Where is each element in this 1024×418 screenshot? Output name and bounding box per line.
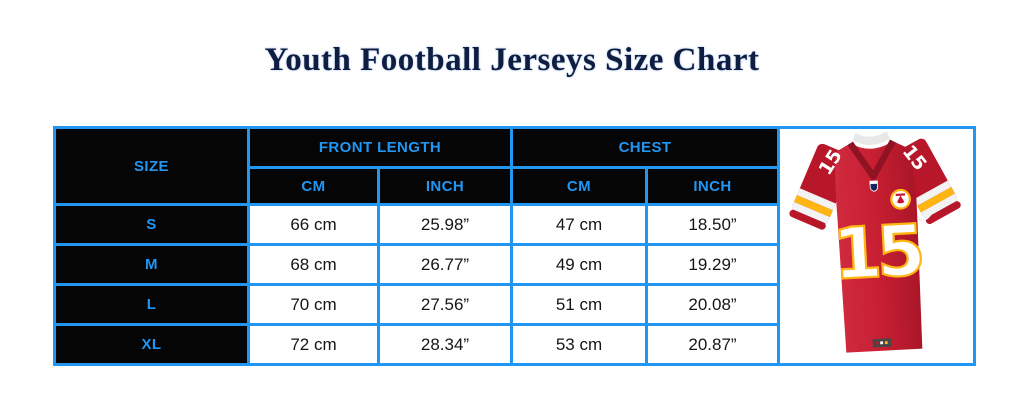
chest-cm: 47 cm — [510, 203, 648, 246]
size-chart-table: SIZE FRONT LENGTH CHEST — [53, 126, 976, 366]
v-neck-collar — [847, 139, 896, 180]
chest-cm: 53 cm — [510, 323, 648, 366]
front-length-cm: 70 cm — [247, 283, 380, 326]
chest-cm: 49 cm — [510, 243, 648, 286]
header-chest-inch: INCH — [645, 166, 780, 206]
size-label: S — [53, 203, 250, 246]
chest-inch: 20.87” — [645, 323, 780, 366]
size-label: L — [53, 283, 250, 326]
swoosh-icon — [916, 214, 932, 222]
nfl-shield-icon — [868, 180, 878, 192]
header-front-length: FRONT LENGTH — [247, 126, 513, 169]
front-length-inch: 26.77” — [377, 243, 513, 286]
size-label: M — [53, 243, 250, 286]
header-front-inch: INCH — [377, 166, 513, 206]
front-length-inch: 28.34” — [377, 323, 513, 366]
size-label: XL — [53, 323, 250, 366]
header-front-cm: CM — [247, 166, 380, 206]
header-chest-cm: CM — [510, 166, 648, 206]
front-length-cm: 68 cm — [247, 243, 380, 286]
chest-inch: 18.50” — [645, 203, 780, 246]
team-patch-icon — [889, 188, 911, 210]
collar-inner — [852, 131, 890, 145]
jock-tag — [872, 338, 892, 348]
front-length-inch: 27.56” — [377, 283, 513, 326]
jersey-chest-number: 15 — [830, 209, 923, 296]
front-length-inch: 25.98” — [377, 203, 513, 246]
red-jersey-illustration: 15 15 15 — [788, 131, 961, 353]
chest-inch: 20.08” — [645, 283, 780, 326]
front-length-cm: 72 cm — [247, 323, 380, 366]
page-title: Youth Football Jerseys Size Chart — [264, 42, 760, 78]
table-row-l: L 70 cm 27.56” 51 cm 20.08” — [53, 283, 975, 326]
table-row-s: S 66 cm 25.98” 47 cm 18.50” — [53, 203, 975, 246]
front-length-cm: 66 cm — [247, 203, 380, 246]
header-chest: CHEST — [510, 126, 780, 169]
table-row-m: M 68 cm 26.77” 49 cm 19.29” — [53, 243, 975, 286]
table-row-xl: XL 72 cm 28.34” 53 cm 20.87” — [53, 323, 975, 366]
jersey-product-image: 15 15 15 — [777, 126, 976, 366]
header-size: SIZE — [53, 126, 250, 206]
chest-cm: 51 cm — [510, 283, 648, 326]
chest-inch: 19.29” — [645, 243, 780, 286]
